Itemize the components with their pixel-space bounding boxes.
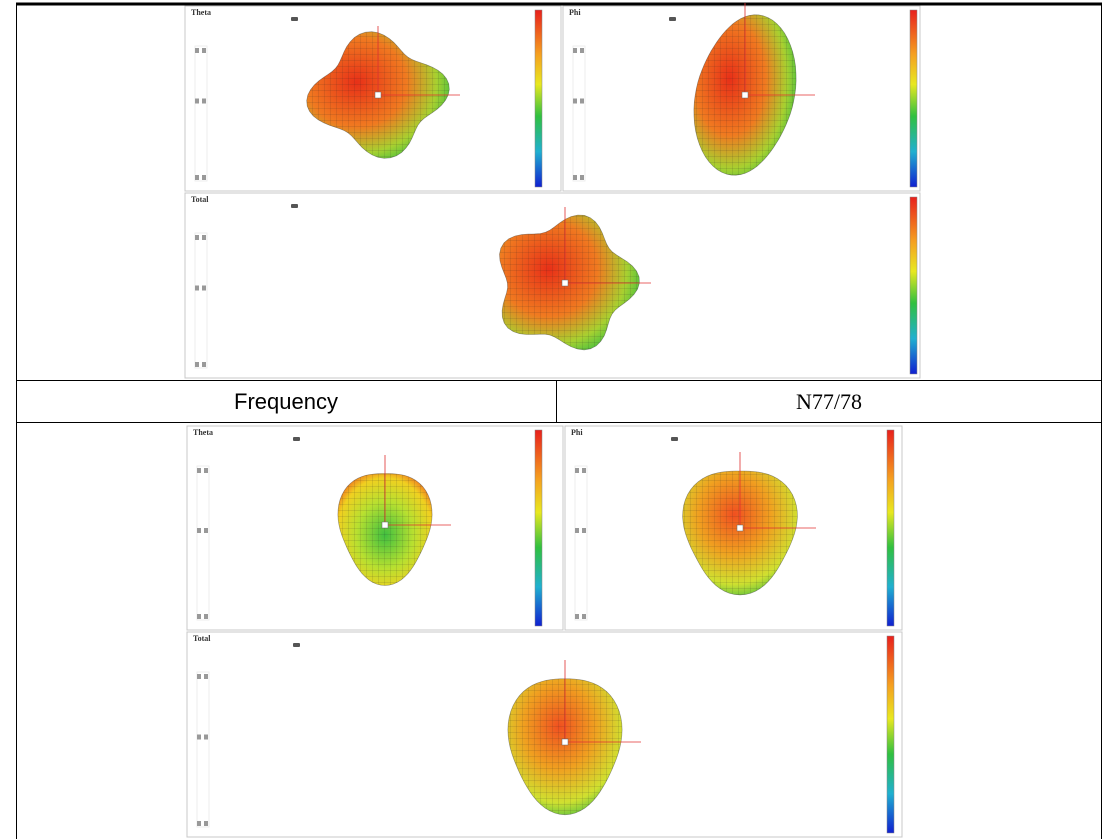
panel-title: Theta — [191, 8, 211, 17]
slider-knob — [195, 175, 199, 180]
slider-knob — [580, 175, 584, 180]
pattern-panel: Phi — [565, 426, 902, 630]
origin-marker — [375, 92, 381, 98]
slider-knob — [580, 99, 584, 104]
panel-title: Phi — [569, 8, 581, 17]
slider-knob — [202, 175, 206, 180]
table-cell: N77/78 — [796, 389, 862, 414]
slider-knob — [573, 48, 577, 53]
slider-knob — [204, 614, 208, 619]
camera-icon — [291, 17, 298, 21]
pattern-panel: Theta — [187, 426, 563, 630]
slider-knob — [204, 674, 208, 679]
slider-knob — [195, 286, 199, 291]
figures: Theta Phi Total Theta Phi Total — [185, 3, 920, 837]
slider-knob — [195, 362, 199, 367]
pattern-panel: Total — [187, 632, 902, 837]
slider-knob — [197, 674, 201, 679]
slider-knob — [580, 48, 584, 53]
panel-title: Total — [191, 195, 209, 204]
table-cell: Frequency — [234, 389, 338, 414]
color-bar — [887, 430, 894, 626]
color-bar — [535, 430, 542, 626]
slider-knob — [195, 48, 199, 53]
pattern-panel: Total — [185, 193, 920, 378]
slider-knob — [202, 235, 206, 240]
panel-title: Phi — [571, 428, 583, 437]
slider-knob — [573, 175, 577, 180]
panel-title: Total — [193, 634, 211, 643]
origin-marker — [382, 522, 388, 528]
color-bar — [910, 10, 917, 187]
page: Frequency N77/78 Theta Phi Total Theta Phi To… — [0, 0, 1102, 839]
slider-knob — [204, 735, 208, 740]
slider-knob — [573, 99, 577, 104]
pattern-panel: Phi — [563, 3, 920, 191]
color-bar — [887, 636, 894, 833]
slider-knob — [575, 468, 579, 473]
camera-icon — [291, 204, 298, 208]
slider-knob — [202, 48, 206, 53]
origin-marker — [742, 92, 748, 98]
slider-knob — [582, 468, 586, 473]
camera-icon — [671, 437, 678, 441]
slider-knob — [202, 286, 206, 291]
slider-knob — [195, 99, 199, 104]
slider-knob — [202, 99, 206, 104]
slider-knob — [204, 821, 208, 826]
slider-knob — [582, 528, 586, 533]
camera-icon — [293, 437, 300, 441]
slider-knob — [575, 528, 579, 533]
color-bar — [910, 197, 917, 374]
slider-knob — [582, 614, 586, 619]
panel-title: Theta — [193, 428, 213, 437]
pattern-panel: Theta — [185, 6, 561, 191]
slider-knob — [197, 468, 201, 473]
origin-marker — [562, 280, 568, 286]
slider-knob — [202, 362, 206, 367]
slider-knob — [195, 235, 199, 240]
origin-marker — [562, 739, 568, 745]
slider-knob — [197, 528, 201, 533]
color-bar — [535, 10, 542, 187]
camera-icon — [293, 643, 300, 647]
slider-knob — [197, 821, 201, 826]
slider-knob — [204, 528, 208, 533]
slider-knob — [197, 614, 201, 619]
slider-knob — [575, 614, 579, 619]
slider-knob — [204, 468, 208, 473]
camera-icon — [669, 17, 676, 21]
origin-marker — [737, 525, 743, 531]
slider-knob — [197, 735, 201, 740]
